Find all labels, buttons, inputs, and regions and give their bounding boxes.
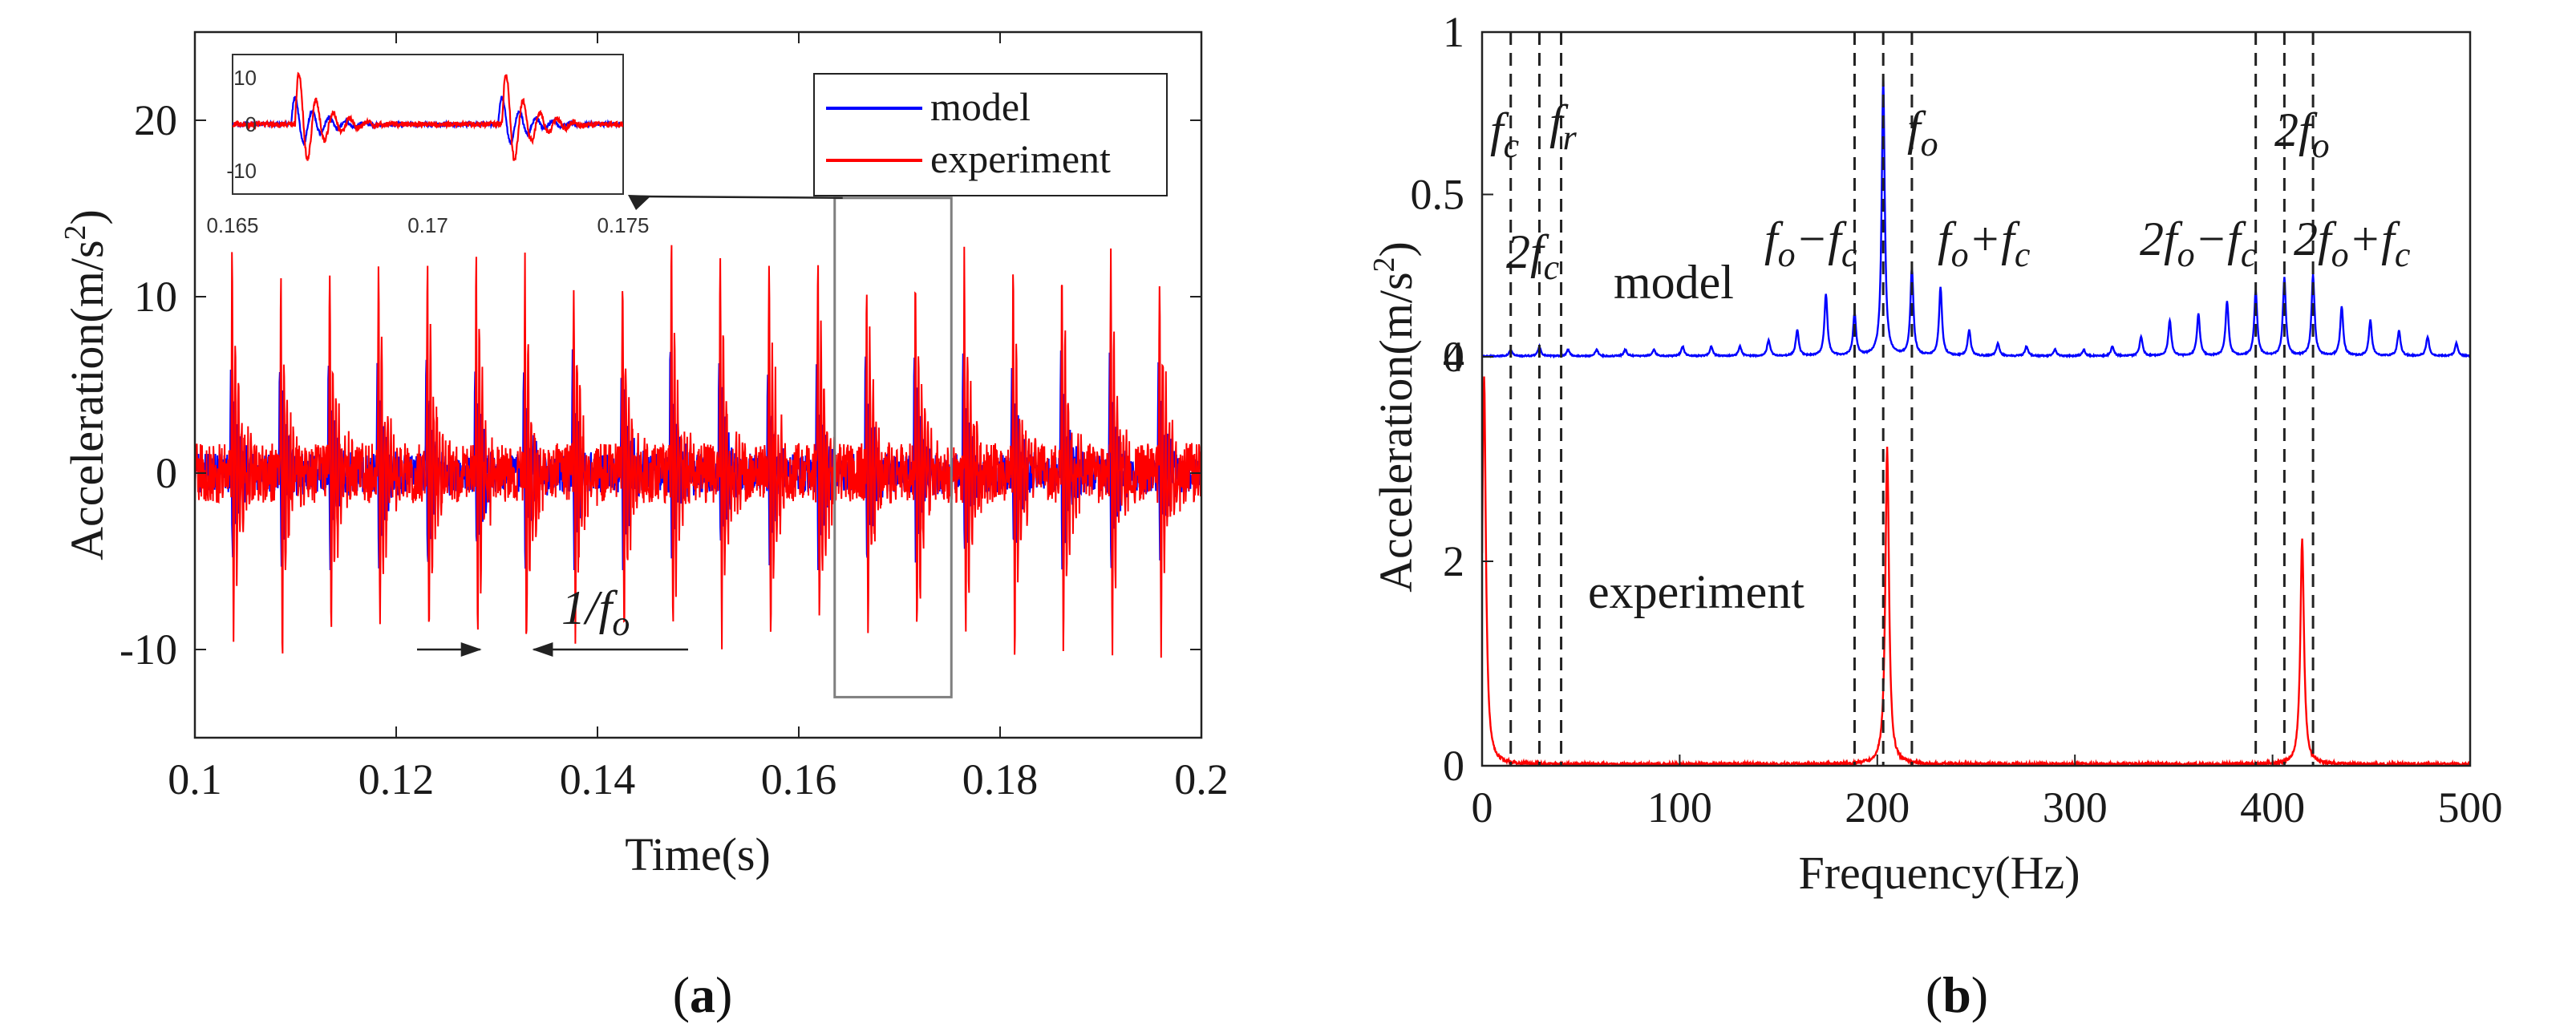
model-series-label: model xyxy=(1614,256,1734,309)
x-tick-label: 0.2 xyxy=(1174,755,1229,803)
x-tick-label: 300 xyxy=(2043,783,2108,832)
2fo-label: 2fo xyxy=(2274,103,2330,165)
2fc-label: 2fc xyxy=(1506,225,1560,287)
fo-label: fo xyxy=(1907,102,1938,164)
x-tick-label: 200 xyxy=(1845,783,1910,832)
x-tick-label: 0.16 xyxy=(761,755,837,803)
y-tick-label: 10 xyxy=(134,273,177,321)
y-tick-label-model: 0.5 xyxy=(1411,171,1465,219)
fo-minus-fc-label: fo−fc xyxy=(1764,212,1857,274)
y-tick-label-experiment: 2 xyxy=(1443,537,1464,585)
chart-a-ylabel: Acceleration(m/s2) xyxy=(59,209,113,560)
x-tick-label: 100 xyxy=(1647,783,1712,832)
2fo-plus-fc-label: 2fo+fc xyxy=(2294,212,2411,274)
chart-b-xlabel: Frequency(Hz) xyxy=(1798,847,2080,899)
x-tick-label: 0.1 xyxy=(168,755,222,803)
zoom-window-box xyxy=(833,196,953,698)
inset-y-tick-label: 0 xyxy=(245,112,257,136)
x-tick-label: 0.14 xyxy=(560,755,636,803)
y-tick-label-experiment: 0 xyxy=(1443,742,1464,790)
inset-x-tick-label: 0.175 xyxy=(597,213,649,237)
inset-signals xyxy=(233,71,623,161)
chart-b-spectra xyxy=(1482,75,2470,766)
fc-label: fc xyxy=(1490,103,1520,165)
chart-a-xlabel: Time(s) xyxy=(625,828,771,880)
inset-series-experiment xyxy=(233,71,623,161)
inset-x-tick-label: 0.17 xyxy=(407,213,448,237)
legend-model-label: model xyxy=(930,84,1031,129)
y-tick-label: -10 xyxy=(119,625,177,674)
period-annotation: 1/fo xyxy=(417,581,688,657)
y-tick-label: 20 xyxy=(134,96,177,144)
y-tick-label-experiment: 4 xyxy=(1443,333,1464,381)
inset-y-tick-label: -10 xyxy=(226,159,257,183)
inset-x-tick-label: 0.165 xyxy=(206,213,258,237)
chart-b-ylabel: Acceleration(m/s2) xyxy=(1367,241,1422,593)
panel-label-b: (b) xyxy=(1926,966,1988,1023)
chart-a: 0.1 0.12 0.14 0.16 0.18 0.2 -10 0 10 20 Time(s) A… xyxy=(59,30,1229,1023)
fr-label: fr xyxy=(1549,95,1578,157)
2fo-minus-fc-label: 2fo−fc xyxy=(2140,212,2257,274)
chart-a-ticks: 0.1 0.12 0.14 0.16 0.18 0.2 -10 0 10 20 xyxy=(119,32,1229,803)
chart-b-frame xyxy=(1480,30,2472,767)
series-model-spectrum xyxy=(1482,75,2470,359)
legend-a: model experiment xyxy=(813,73,1168,196)
chart-a-signals xyxy=(195,245,1201,658)
experiment-series-label: experiment xyxy=(1588,565,1804,618)
y-tick-label-model: 1 xyxy=(1443,8,1464,56)
frequency-marker-lines xyxy=(1509,32,2315,766)
zoom-arrow xyxy=(641,195,843,200)
inset-chart: 0.165 0.17 0.175 10 0 -10 xyxy=(206,54,650,237)
frequency-annotations: fc fr 2fc fo fo−fc fo+fc 2fo 2fo−fc 2fo+… xyxy=(1490,95,2411,287)
zoom-arrow-head xyxy=(628,195,651,210)
x-tick-label: 0 xyxy=(1472,783,1493,832)
series-experiment-spectrum xyxy=(1482,376,2470,766)
inset-ticks: 0.165 0.17 0.175 10 0 -10 xyxy=(206,66,649,237)
x-tick-label: 400 xyxy=(2240,783,2305,832)
x-tick-label: 0.18 xyxy=(962,755,1039,803)
period-label: 1/fo xyxy=(561,581,630,643)
x-tick-label: 500 xyxy=(2438,783,2503,832)
panel-label-a: (a) xyxy=(673,966,733,1023)
y-tick-label: 0 xyxy=(156,449,177,497)
fo-plus-fc-label: fo+fc xyxy=(1938,212,2031,274)
inset-y-tick-label: 10 xyxy=(233,66,257,90)
x-tick-label: 0.12 xyxy=(358,755,435,803)
series-experiment-a xyxy=(195,245,1201,658)
legend-experiment-label: experiment xyxy=(930,136,1111,181)
y-tick-label-model: 0 xyxy=(1443,333,1464,381)
chart-a-frame xyxy=(193,30,1203,739)
